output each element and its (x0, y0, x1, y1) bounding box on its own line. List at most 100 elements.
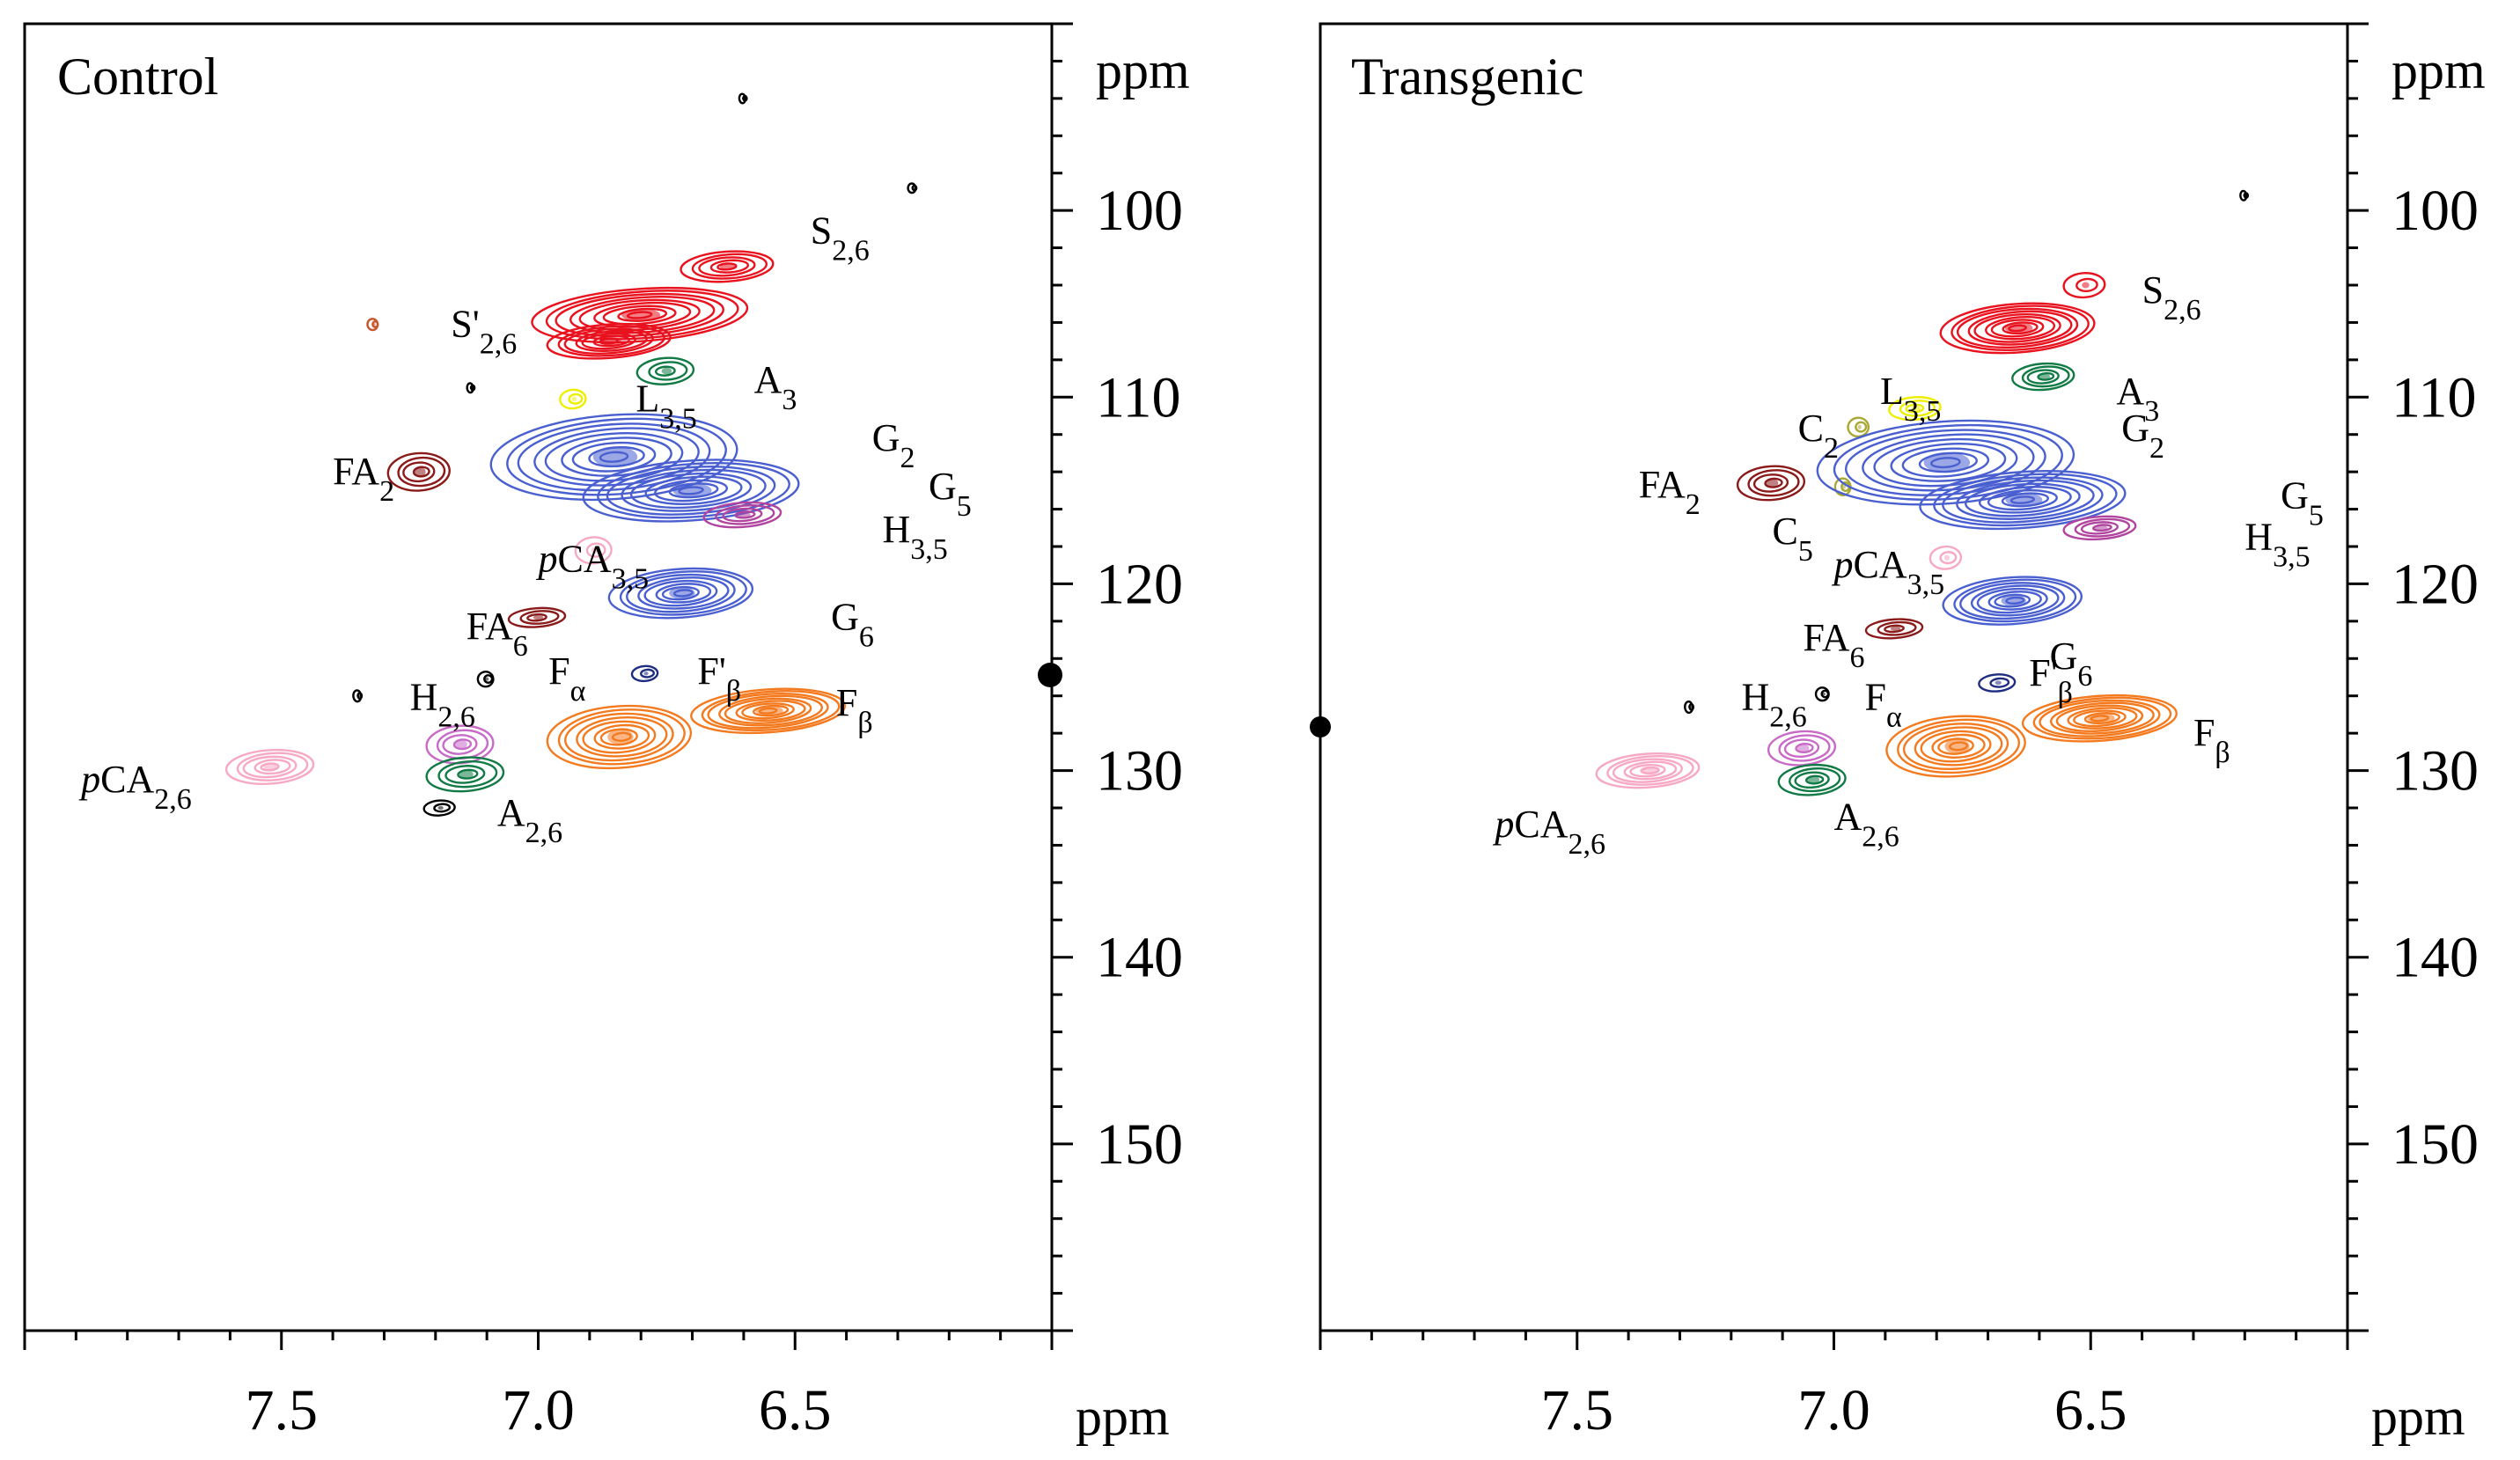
peak-contour (1847, 416, 1870, 438)
panel-title: Control (57, 48, 218, 106)
peak-label: G2 (2121, 407, 2164, 465)
y-tick-label: 100 (2391, 179, 2479, 243)
peak-label: A2,6 (497, 791, 562, 849)
peak-label: S2,6 (2142, 268, 2201, 326)
x-tick-label: 7.0 (502, 1378, 575, 1442)
peak-contour (2011, 362, 2076, 392)
x-axis-label: ppm (1076, 1388, 1170, 1446)
peaks-layer (224, 92, 918, 817)
peak-label: FA6 (1803, 616, 1864, 674)
peak-contour (352, 689, 364, 703)
peak-contour (476, 671, 495, 688)
y-tick-label: 120 (2391, 552, 2479, 616)
peak-contour (559, 388, 587, 410)
peak-label: FA2 (1639, 463, 1701, 521)
peak-label: L3,5 (636, 377, 696, 435)
peak-label: Fβ (2193, 711, 2230, 769)
peak-contour (1939, 302, 2096, 355)
peak-label: pCA2,6 (78, 758, 192, 816)
peak-label: pCA2,6 (1492, 803, 1605, 861)
x-ticks: 7.5 7.0 6.5 (23, 1331, 1054, 1442)
peak-label: H2,6 (410, 676, 475, 734)
y-tick-label: 150 (2391, 1112, 2479, 1177)
y-axis-label: ppm (1096, 41, 1190, 99)
peak-contour (738, 92, 748, 105)
y-ticks: 100 110 120 130 140 150 (2347, 22, 2479, 1332)
peak-contour (1919, 470, 2127, 531)
peak-contour (2021, 693, 2178, 743)
peak-label: G6 (831, 595, 874, 653)
peak-label: S'2,6 (451, 302, 517, 360)
edge-marker (1310, 716, 1331, 737)
peak-label: Fβ (836, 681, 873, 739)
y-tick-label: 110 (1096, 365, 1181, 429)
peak-contour (1736, 465, 1806, 502)
peak-label: A3 (754, 358, 797, 416)
peak-contour (680, 250, 775, 283)
edge-marker (1038, 663, 1062, 687)
peak-label: F'β (2029, 651, 2073, 709)
x-tick-label: 6.5 (2054, 1378, 2127, 1442)
peak-contour (507, 606, 567, 628)
y-tick-label: 100 (1096, 179, 1183, 243)
peak-label: A3 (2116, 370, 2159, 428)
peak-contour (489, 413, 738, 502)
peak-contour (2062, 272, 2106, 299)
y-tick-label: 140 (2391, 926, 2479, 990)
peak-label: Fα (1865, 676, 1902, 734)
x-ticks: 7.5 7.0 6.5 (1319, 1331, 2349, 1442)
peak-label: S2,6 (811, 209, 870, 267)
peak-contour (702, 501, 782, 529)
peak-contour (690, 687, 847, 735)
peak-label: G5 (2281, 474, 2324, 532)
peak-label: FA2 (333, 450, 394, 508)
peak-label: C5 (1772, 510, 1812, 568)
peak-label: Fα (548, 649, 585, 708)
x-tick-label: 6.5 (759, 1378, 832, 1442)
y-tick-label: 130 (2391, 739, 2479, 803)
peak-contour (1814, 686, 1830, 702)
peak-label: G6 (2050, 635, 2093, 693)
y-tick-label: 120 (1096, 552, 1183, 616)
peak-label: H2,6 (1741, 676, 1806, 734)
peak-contour (2062, 515, 2137, 541)
peak-contour (907, 182, 918, 194)
peak-contour (386, 451, 451, 492)
peak-contour (1942, 576, 2083, 626)
peak-label: G5 (929, 465, 972, 523)
peak-contour (636, 356, 695, 385)
peak-label: pCA3,5 (536, 538, 650, 596)
peak-contour (582, 459, 800, 523)
x-axis-label: ppm (2371, 1388, 2465, 1446)
peak-label: H3,5 (2244, 515, 2310, 573)
peak-contour (1978, 673, 2017, 693)
peak-contour (1595, 752, 1701, 789)
peak-label: A2,6 (1834, 795, 1899, 853)
peak-labels: S2,6 L3,5 A3 C2 G2 FA2 G5 C5 H3,5 pCA3,5 FA6 G6F'β F… (1492, 268, 2324, 860)
peak-contour (574, 536, 613, 565)
peak-contour (1885, 715, 2026, 778)
peak-contour (1888, 396, 1942, 422)
peak-contour (546, 704, 693, 770)
peak-contour (1864, 618, 1924, 640)
control-panel: 7.5 7.0 6.5 100 110 120 130 140 150 S2,6 S'2,6 A3… (23, 22, 1190, 1446)
peak-contour (466, 382, 476, 394)
peak-contour (546, 322, 672, 360)
peak-label: L3,5 (1880, 370, 1941, 428)
x-tick-label: 7.5 (1541, 1378, 1614, 1442)
peak-contour (630, 664, 659, 683)
y-axis-label: ppm (2391, 41, 2486, 99)
peak-contour (1684, 700, 1695, 715)
peak-label: FA6 (467, 605, 528, 663)
y-tick-label: 140 (1096, 926, 1183, 990)
peak-contour (366, 318, 379, 332)
x-tick-label: 7.0 (1797, 1378, 1870, 1442)
y-ticks: 100 110 120 130 140 150 (1052, 22, 1183, 1332)
peak-contour (607, 567, 754, 620)
x-tick-label: 7.5 (246, 1378, 319, 1442)
peak-label: pCA3,5 (1832, 543, 1945, 601)
y-tick-label: 130 (1096, 739, 1183, 803)
transgenic-panel: 7.5 7.0 6.5 100 110 120 130 140 150 S2,6 L3,5 A3 C… (1310, 22, 2486, 1446)
